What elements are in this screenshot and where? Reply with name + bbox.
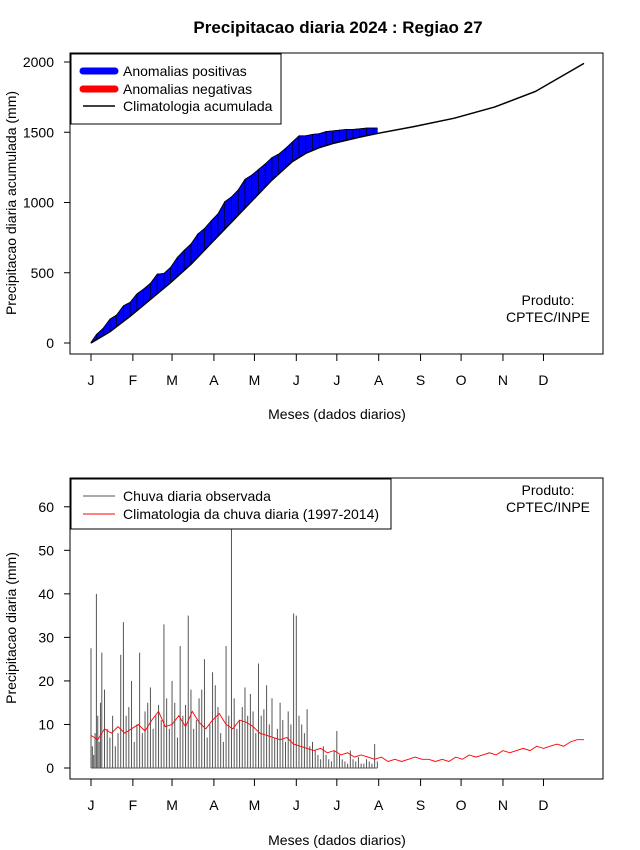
cumulative-y-tick-label: 500 bbox=[31, 265, 55, 281]
product-annotation-line2-lower: CPTEC/INPE bbox=[506, 499, 590, 515]
cumulative-y-tick-label: 1000 bbox=[23, 195, 54, 211]
product-annotation-line1: Produto: bbox=[522, 292, 575, 308]
positive-anomaly-area bbox=[150, 273, 158, 301]
legend-label-climatology: Climatologia acumulada bbox=[123, 98, 273, 114]
chart-title: Precipitacao diaria 2024 : Regiao 27 bbox=[193, 18, 482, 37]
cumulative-x-tick-label: J bbox=[333, 372, 340, 388]
daily-x-tick-label: O bbox=[456, 797, 467, 813]
cumulative-chart bbox=[90, 62, 585, 344]
daily-y-tick-label: 60 bbox=[38, 499, 54, 515]
daily-x-tick-label: J bbox=[88, 797, 95, 813]
climatology-cumulative-line bbox=[90, 62, 585, 344]
daily-x-tick-label: M bbox=[249, 797, 261, 813]
cumulative-x-tick-label: M bbox=[166, 372, 178, 388]
climatology-daily-line bbox=[90, 710, 584, 762]
daily-x-tick-label: M bbox=[166, 797, 178, 813]
daily-x-tick-label: F bbox=[129, 797, 138, 813]
cumulative-x-tick-label: F bbox=[129, 372, 138, 388]
daily-y-axis: 0 10 20 30 40 50 60 bbox=[38, 499, 70, 776]
cumulative-x-tick-label: O bbox=[456, 372, 467, 388]
legend-label-negative: Anomalias negativas bbox=[123, 81, 252, 97]
anomaly-areas bbox=[90, 127, 378, 344]
cumulative-y-tick-label: 1500 bbox=[23, 124, 54, 140]
cumulative-x-tick-label: J bbox=[88, 372, 95, 388]
legend-label-daily-climatology: Climatologia da chuva diaria (1997-2014) bbox=[123, 506, 379, 522]
cumulative-y-tick-label: 2000 bbox=[23, 54, 54, 70]
cumulative-x-tick-label: A bbox=[209, 372, 219, 388]
cumulative-x-tick-label: A bbox=[374, 372, 384, 388]
legend-label-positive: Anomalias positivas bbox=[123, 63, 247, 79]
cumulative-x-tick-label: D bbox=[538, 372, 548, 388]
daily-x-tick-label: J bbox=[293, 797, 300, 813]
cumulative-lines bbox=[90, 62, 585, 344]
daily-y-axis-label: Precipitacao diaria (mm) bbox=[3, 552, 19, 704]
daily-y-tick-label: 10 bbox=[38, 716, 54, 732]
daily-x-tick-label: J bbox=[333, 797, 340, 813]
daily-y-tick-label: 40 bbox=[38, 586, 54, 602]
cumulative-y-axis-label: Precipitacao diaria acumulada (mm) bbox=[3, 91, 19, 315]
daily-x-tick-label: A bbox=[374, 797, 384, 813]
daily-x-tick-label: A bbox=[209, 797, 219, 813]
cumulative-x-tick-label: S bbox=[416, 372, 425, 388]
daily-x-axis-label: Meses (dados diarios) bbox=[268, 832, 406, 848]
product-annotation-line1-lower: Produto: bbox=[522, 482, 575, 498]
legend-label-observed: Chuva diaria observada bbox=[123, 488, 271, 504]
positive-anomaly-area bbox=[231, 189, 239, 223]
product-annotation-line2: CPTEC/INPE bbox=[506, 309, 590, 325]
observed-cumulative-line bbox=[90, 127, 378, 343]
cumulative-x-axis-label: Meses (dados diarios) bbox=[268, 406, 406, 422]
daily-x-tick-label: D bbox=[538, 797, 548, 813]
cumulative-x-tick-label: M bbox=[249, 372, 261, 388]
daily-y-tick-label: 0 bbox=[46, 760, 54, 776]
daily-bars bbox=[90, 528, 378, 769]
daily-y-tick-label: 50 bbox=[38, 542, 54, 558]
cumulative-y-axis: 0 500 1000 1500 2000 bbox=[23, 54, 70, 351]
daily-legend: Chuva diaria observada Climatologia da c… bbox=[70, 478, 392, 530]
cumulative-x-tick-label: J bbox=[293, 372, 300, 388]
daily-climatology bbox=[90, 710, 584, 762]
daily-x-tick-label: N bbox=[498, 797, 508, 813]
positive-anomaly-area bbox=[224, 196, 232, 230]
cumulative-y-tick-label: 0 bbox=[46, 335, 54, 351]
daily-x-tick-label: S bbox=[416, 797, 425, 813]
daily-y-tick-label: 20 bbox=[38, 673, 54, 689]
cumulative-x-tick-label: N bbox=[498, 372, 508, 388]
cumulative-legend: Anomalias positivas Anomalias negativas … bbox=[70, 53, 282, 125]
daily-legend-box bbox=[70, 478, 392, 530]
daily-y-tick-label: 30 bbox=[38, 629, 54, 645]
